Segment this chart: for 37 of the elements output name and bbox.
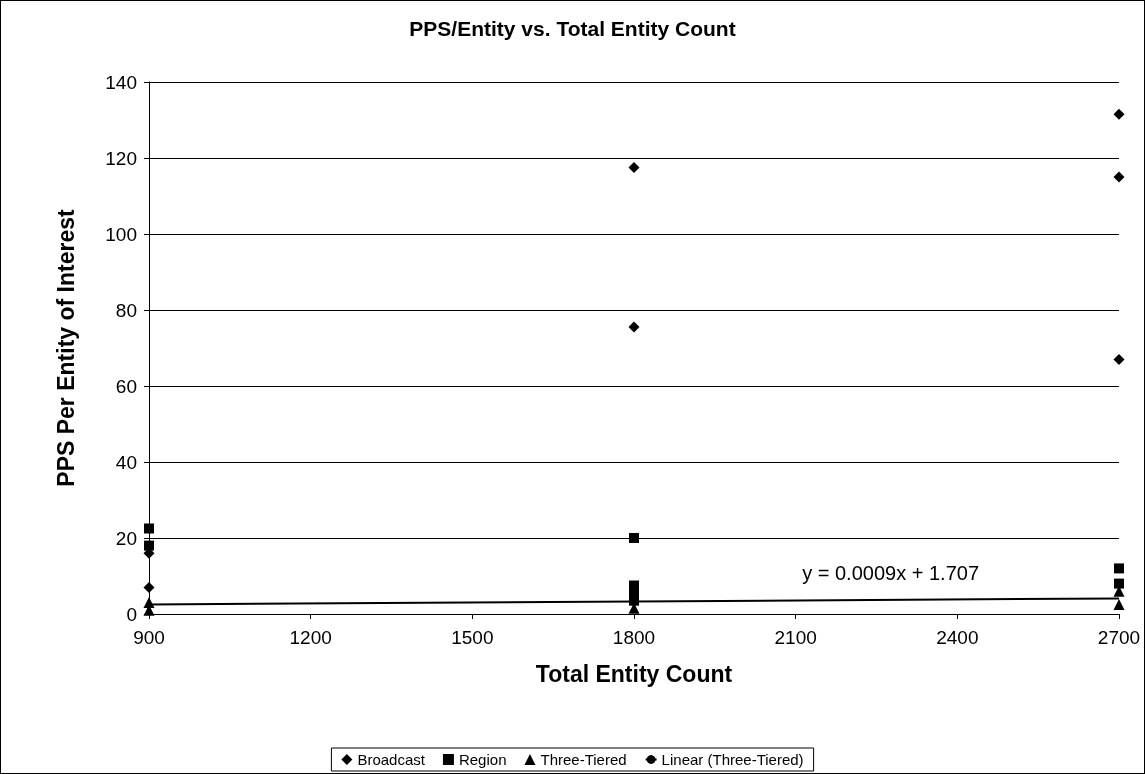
y-tick-label: 20 <box>115 527 137 549</box>
point <box>1113 108 1125 120</box>
legend-label: Region <box>458 751 507 768</box>
x-tick-label: 1500 <box>451 627 494 648</box>
x-tick-label: 2700 <box>1097 627 1141 648</box>
y-tick-label: 80 <box>115 299 137 321</box>
point <box>143 597 155 609</box>
y-tick-label: 140 <box>105 71 137 93</box>
point <box>1114 578 1124 589</box>
x-axis-title: Total Entity Count <box>535 660 733 687</box>
y-tick-label: 60 <box>115 375 137 397</box>
y-tick-label: 40 <box>115 451 137 473</box>
x-tick-label: 2100 <box>774 627 817 648</box>
point <box>628 321 640 333</box>
point <box>629 580 639 591</box>
point <box>1114 563 1124 574</box>
x-tick-label: 1200 <box>289 627 332 648</box>
point <box>1113 171 1125 183</box>
annotation: y = 0.0009x + 1.707 <box>802 562 980 584</box>
point <box>629 533 639 543</box>
y-tick-label: 120 <box>105 147 137 169</box>
chart-title: PPS/Entity vs. Total Entity Count <box>409 17 736 40</box>
y-tick-label: 0 <box>126 603 137 625</box>
x-tick-label: 900 <box>133 627 165 648</box>
legend-label: Three-Tiered <box>540 751 627 768</box>
x-tick-label: 1800 <box>612 627 656 648</box>
y-axis-title: PPS Per Entity of Interest <box>52 208 79 487</box>
point <box>1113 353 1125 365</box>
point <box>628 162 640 173</box>
point <box>143 581 155 593</box>
legend-label: Broadcast <box>357 751 426 768</box>
x-tick-label: 2400 <box>936 627 979 648</box>
y-tick-label: 100 <box>105 223 137 245</box>
point <box>144 540 154 551</box>
point <box>144 523 154 534</box>
legend-label: Linear (Three-Tiered) <box>661 751 804 768</box>
point <box>1113 599 1125 610</box>
